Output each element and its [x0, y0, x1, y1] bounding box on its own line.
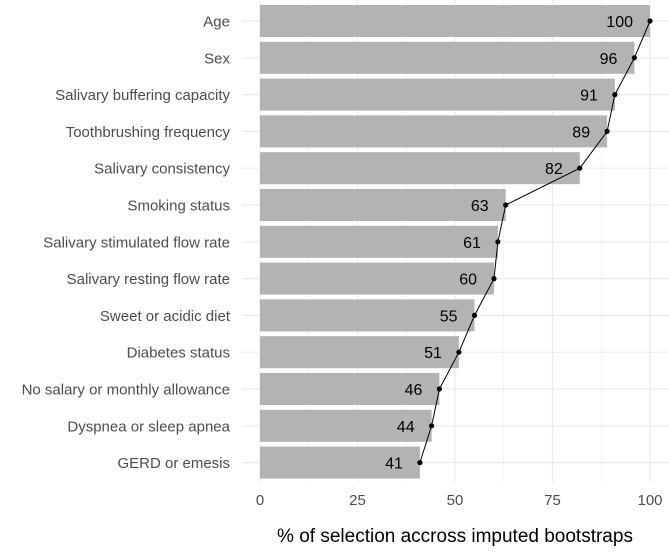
y-tick-label: Age	[203, 14, 230, 31]
data-point	[491, 276, 497, 282]
value-label: 51	[424, 345, 442, 362]
data-point	[456, 349, 462, 355]
value-label: 89	[572, 124, 590, 141]
bar	[260, 225, 498, 258]
value-label: 63	[471, 198, 489, 215]
y-tick-label: Salivary stimulated flow rate	[43, 234, 230, 251]
bar	[260, 299, 475, 332]
data-point	[429, 423, 435, 429]
bar	[260, 189, 506, 221]
data-point	[631, 55, 638, 61]
bar	[260, 262, 494, 295]
bars	[260, 5, 650, 479]
x-axis-title: % of selection accross imputed bootstrap…	[277, 526, 633, 547]
x-axis-ticks: 0 25 50 75 100	[256, 492, 663, 509]
y-tick-label: No salary or monthly allowance	[22, 382, 230, 399]
y-tick-label: Diabetes status	[127, 345, 230, 362]
y-tick-label: GERD or emesis	[117, 455, 230, 472]
bar	[260, 78, 615, 111]
data-point	[503, 202, 509, 208]
data-point	[417, 460, 423, 466]
value-label: 46	[405, 382, 423, 399]
x-tick-label: 100	[637, 492, 662, 509]
bar	[260, 5, 650, 37]
data-point	[604, 128, 610, 134]
y-tick-label: Smoking status	[127, 198, 230, 215]
data-point	[577, 165, 583, 171]
bar	[260, 446, 420, 479]
x-tick-label: 50	[447, 492, 464, 509]
data-point	[495, 239, 501, 245]
data-point	[612, 92, 618, 98]
value-label: 60	[459, 272, 477, 289]
bar	[260, 41, 635, 74]
x-tick-label: 75	[544, 492, 561, 509]
y-axis-labels: Age Sex Salivary buffering capacity Toothbr…	[22, 14, 231, 473]
data-point	[436, 386, 442, 392]
value-label: 82	[545, 161, 563, 178]
bar	[260, 115, 608, 148]
value-labels: 100 96 91 89 82 63 61 60 55 51 46 44 41	[385, 14, 633, 473]
data-point	[471, 312, 478, 318]
y-tick-label: Sweet or acidic diet	[100, 308, 231, 325]
value-label: 96	[600, 51, 618, 68]
bar	[260, 336, 459, 369]
data-point	[647, 18, 653, 24]
y-tick-label: Salivary resting flow rate	[67, 271, 230, 288]
y-tick-label: Salivary consistency	[94, 161, 230, 178]
value-label: 41	[385, 456, 403, 473]
y-tick-label: Toothbrushing frequency	[66, 124, 231, 141]
y-tick-label: Dyspnea or sleep apnea	[67, 418, 230, 435]
value-label: 55	[440, 308, 458, 325]
x-tick-label: 25	[349, 492, 366, 509]
value-label: 91	[580, 88, 598, 105]
value-label: 100	[606, 14, 633, 31]
value-label: 44	[397, 419, 415, 436]
bar	[260, 409, 432, 442]
value-label: 61	[463, 235, 481, 252]
points	[417, 18, 653, 466]
x-tick-label: 0	[256, 492, 264, 509]
bar	[260, 373, 440, 405]
bar	[260, 152, 580, 185]
y-tick-label: Sex	[204, 50, 230, 67]
y-tick-label: Salivary buffering capacity	[55, 87, 230, 104]
